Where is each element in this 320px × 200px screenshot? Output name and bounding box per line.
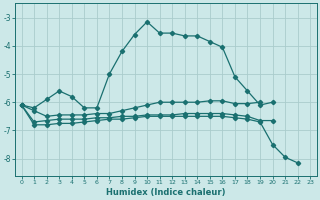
X-axis label: Humidex (Indice chaleur): Humidex (Indice chaleur) <box>106 188 226 197</box>
